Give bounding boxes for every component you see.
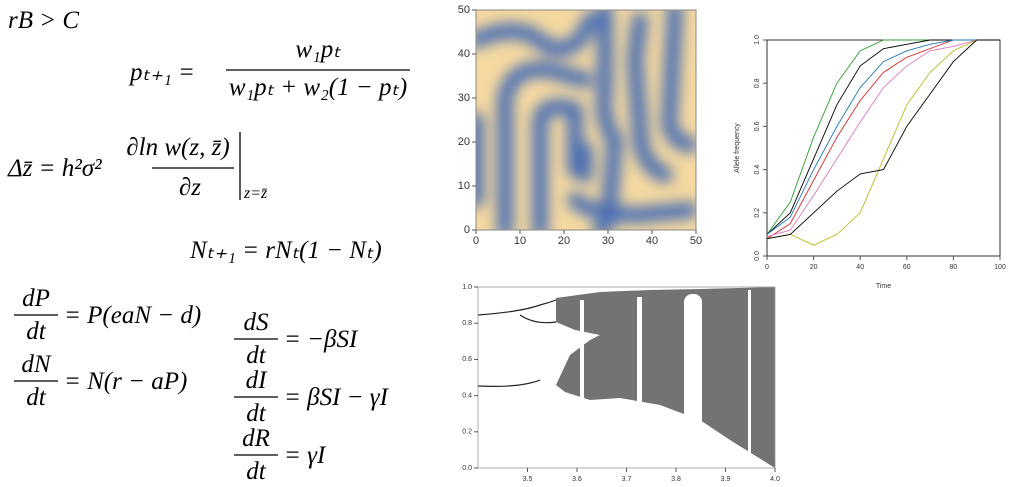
equation: rB > C bbox=[8, 7, 79, 34]
y-axis-label: Allele frequency bbox=[734, 123, 741, 173]
pattern-stripe bbox=[592, 10, 624, 230]
denominator: dt bbox=[26, 384, 47, 411]
equation-lhs: pₜ₊₁ = bbox=[128, 59, 195, 86]
numerator: dS bbox=[244, 309, 270, 336]
numerator: ∂ln w(z, z̄) bbox=[126, 134, 229, 161]
denominator: dt bbox=[246, 342, 267, 369]
y-tick-label: 0.2 bbox=[754, 208, 761, 218]
y-tick-label: 0.8 bbox=[754, 78, 761, 88]
x-tick-label: 3.8 bbox=[671, 476, 681, 483]
bifurcation-diagram bbox=[477, 287, 775, 468]
y-tick-label: 50 bbox=[458, 4, 470, 16]
equation-rhs: = N(r − aP) bbox=[64, 368, 187, 395]
denominator: w₁pₜ + w₂(1 − pₜ) bbox=[229, 74, 407, 101]
y-tick-label: 0.8 bbox=[462, 320, 472, 327]
x-tick-label: 0 bbox=[473, 235, 479, 247]
x-tick-label: 20 bbox=[558, 235, 570, 247]
x-tick-label: 0 bbox=[765, 264, 769, 271]
periodic-window bbox=[637, 297, 642, 417]
periodic-window bbox=[580, 300, 584, 410]
x-tick-label: 10 bbox=[514, 235, 526, 247]
equation-rhs: = βSI − γI bbox=[284, 384, 390, 411]
equation: Nₜ₊₁ = rNₜ(1 − Nₜ) bbox=[189, 237, 382, 264]
x-tick-label: 30 bbox=[602, 235, 614, 247]
series-line bbox=[766, 39, 1000, 237]
numerator: dN bbox=[21, 351, 52, 378]
x-tick-label: 80 bbox=[950, 264, 958, 271]
y-tick-label: 0.0 bbox=[754, 251, 761, 261]
x-tick-label: 3.5 bbox=[523, 476, 533, 483]
numerator: dR bbox=[242, 425, 270, 452]
y-tick-label: 0 bbox=[464, 224, 470, 236]
x-tick-label: 3.6 bbox=[572, 476, 582, 483]
x-tick-label: 40 bbox=[646, 235, 658, 247]
equation-rhs: = γI bbox=[284, 442, 327, 469]
y-tick-label: 10 bbox=[458, 180, 470, 192]
y-tick-label: 0.6 bbox=[462, 356, 472, 363]
y-tick-label: 20 bbox=[458, 136, 470, 148]
numerator: dI bbox=[246, 367, 269, 394]
series-line bbox=[766, 39, 1000, 235]
pattern-stripe bbox=[476, 12, 598, 57]
x-tick-label: 3.9 bbox=[721, 476, 731, 483]
denominator: ∂z bbox=[179, 174, 201, 201]
y-tick-label: 30 bbox=[458, 92, 470, 104]
chaotic-region bbox=[556, 287, 775, 468]
x-tick-label: 40 bbox=[856, 264, 864, 271]
x-tick-label: 100 bbox=[994, 264, 1006, 271]
pattern-stripe bbox=[661, 10, 696, 153]
equation-rhs: = P(eaN − d) bbox=[64, 302, 201, 329]
numerator: w₁pₜ bbox=[295, 36, 341, 63]
ode-systems: dP dt = P(eaN − d) dN dt = N(r − aP) dS dt = −βS… bbox=[14, 285, 390, 485]
y-tick-label: 1.0 bbox=[754, 35, 761, 45]
y-tick-label: 1.0 bbox=[462, 284, 472, 291]
x-axis-label: Time bbox=[876, 283, 891, 290]
period-branch bbox=[477, 299, 557, 387]
y-tick-label: 40 bbox=[458, 48, 470, 60]
x-tick-label: 3.7 bbox=[622, 476, 632, 483]
heatmap-pattern bbox=[476, 10, 696, 230]
y-tick-label: 0.0 bbox=[462, 465, 472, 472]
denominator: dt bbox=[246, 458, 267, 485]
evaluation-point: z=z̄ bbox=[243, 185, 268, 202]
series-line bbox=[766, 39, 1000, 240]
denominator: dt bbox=[26, 318, 47, 345]
numerator: dP bbox=[22, 285, 50, 312]
x-tick-label: 60 bbox=[903, 264, 911, 271]
y-tick-label: 0.4 bbox=[754, 165, 761, 175]
x-tick-label: 4.0 bbox=[770, 476, 780, 483]
y-tick-label: 0.4 bbox=[462, 392, 472, 399]
series-line bbox=[766, 39, 1000, 240]
y-tick-label: 0.2 bbox=[462, 429, 472, 436]
pattern-stripe bbox=[626, 12, 673, 183]
series-line bbox=[766, 39, 1000, 235]
x-tick-label: 20 bbox=[810, 264, 818, 271]
equation-lhs: Δz̄ = h²σ² bbox=[7, 155, 102, 182]
x-tick-label: 50 bbox=[690, 235, 702, 247]
plot-frame bbox=[475, 9, 697, 231]
periodic-window bbox=[684, 294, 702, 440]
pattern-stripe bbox=[497, 61, 593, 230]
denominator: dt bbox=[246, 400, 267, 427]
pattern-stripe bbox=[532, 98, 583, 230]
equation-rhs: = −βSI bbox=[284, 326, 359, 353]
pattern-stripe bbox=[567, 192, 696, 224]
periodic-window bbox=[748, 290, 751, 460]
series-line bbox=[766, 39, 1000, 235]
series-line bbox=[766, 39, 1000, 246]
y-tick-label: 0.6 bbox=[754, 121, 761, 131]
